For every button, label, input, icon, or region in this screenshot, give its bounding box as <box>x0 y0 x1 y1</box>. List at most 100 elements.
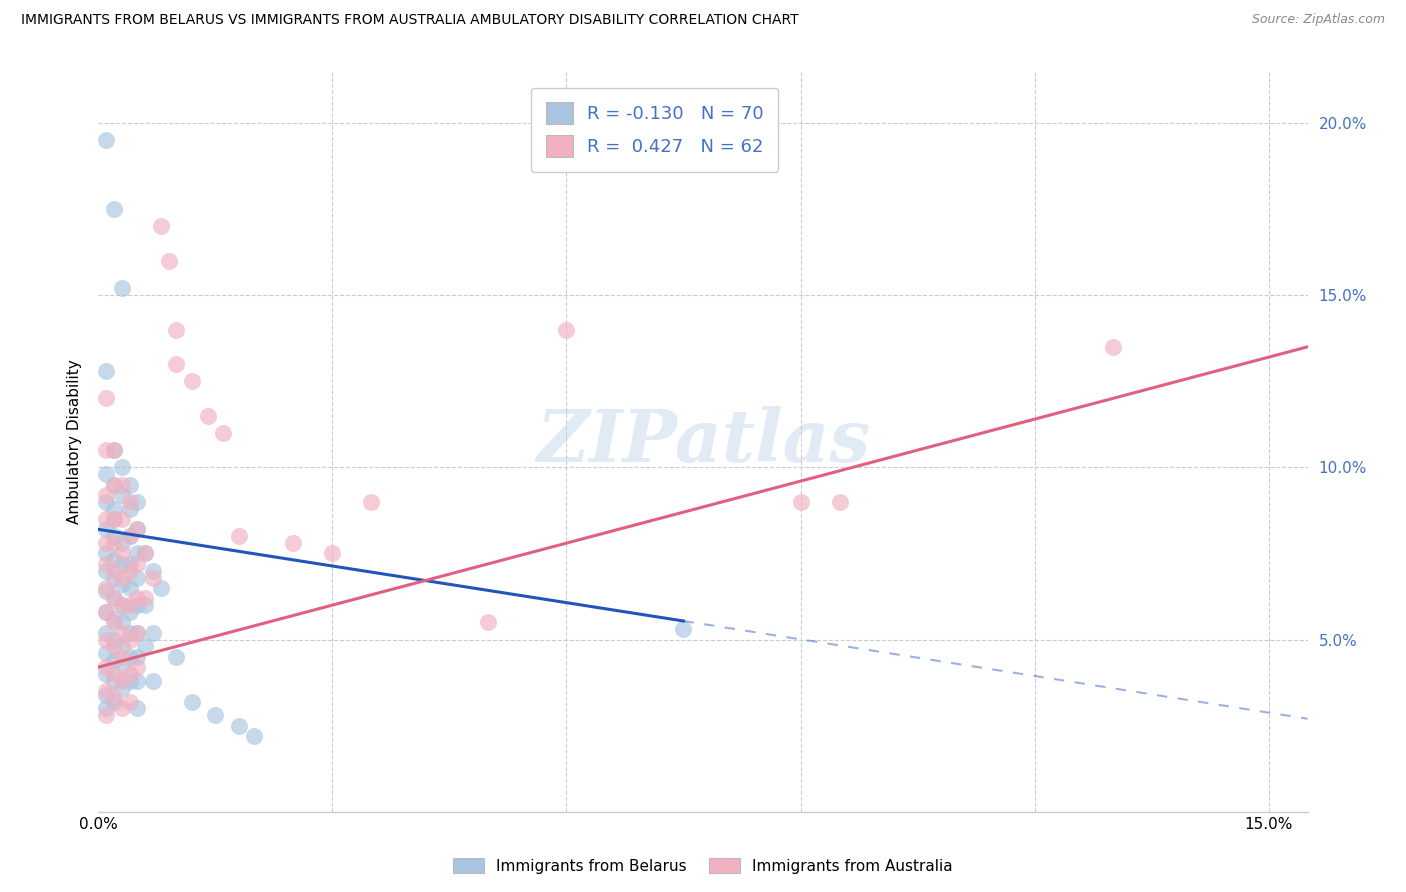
Point <box>127 495 149 509</box>
Point <box>111 598 134 612</box>
Text: Source: ZipAtlas.com: Source: ZipAtlas.com <box>1251 13 1385 27</box>
Point <box>127 649 149 664</box>
Point <box>118 529 141 543</box>
Point <box>96 660 118 674</box>
Point <box>103 615 125 630</box>
Point <box>96 467 118 482</box>
Point <box>96 557 118 571</box>
Point <box>165 357 187 371</box>
Point <box>96 688 118 702</box>
Point <box>103 536 125 550</box>
Point <box>96 584 118 599</box>
Point <box>103 632 125 647</box>
Point <box>103 512 125 526</box>
Point <box>118 581 141 595</box>
Point <box>111 660 134 674</box>
Point <box>111 577 134 591</box>
Point <box>360 495 382 509</box>
Point <box>118 694 141 708</box>
Point <box>165 323 187 337</box>
Point <box>103 570 125 584</box>
Point <box>134 546 156 560</box>
Point <box>127 598 149 612</box>
Point <box>103 501 125 516</box>
Point <box>111 570 134 584</box>
Point <box>96 625 118 640</box>
Point <box>96 133 118 147</box>
Point <box>212 425 235 440</box>
Point <box>111 625 134 640</box>
Point <box>127 570 149 584</box>
Point <box>1101 340 1123 354</box>
Point <box>127 522 149 536</box>
Point <box>103 673 125 688</box>
Point <box>111 681 134 695</box>
Point <box>127 557 149 571</box>
Point <box>197 409 219 423</box>
Point <box>118 667 141 681</box>
Point <box>118 649 141 664</box>
Point <box>96 443 118 458</box>
Point <box>96 392 118 406</box>
Point <box>134 591 156 606</box>
Point <box>111 512 134 526</box>
Point <box>96 488 118 502</box>
Point <box>118 501 141 516</box>
Point <box>96 605 118 619</box>
Point <box>118 564 141 578</box>
Point <box>111 477 134 491</box>
Point <box>111 536 134 550</box>
Point <box>103 612 125 626</box>
Point <box>243 729 266 743</box>
Point <box>127 546 149 560</box>
Point <box>103 477 125 491</box>
Point <box>111 557 134 571</box>
Y-axis label: Ambulatory Disability: Ambulatory Disability <box>67 359 83 524</box>
Legend: Immigrants from Belarus, Immigrants from Australia: Immigrants from Belarus, Immigrants from… <box>447 852 959 880</box>
Point <box>111 488 134 502</box>
Point <box>103 667 125 681</box>
Point <box>204 708 226 723</box>
Point <box>118 477 141 491</box>
Point <box>103 640 125 654</box>
Point <box>127 625 149 640</box>
Point <box>118 557 141 571</box>
Point <box>103 591 125 606</box>
Point <box>103 694 125 708</box>
Point <box>157 253 180 268</box>
Point <box>228 718 250 732</box>
Point <box>111 281 134 295</box>
Point <box>165 649 187 664</box>
Text: IMMIGRANTS FROM BELARUS VS IMMIGRANTS FROM AUSTRALIA AMBULATORY DISABILITY CORRE: IMMIGRANTS FROM BELARUS VS IMMIGRANTS FR… <box>21 13 799 28</box>
Point <box>142 625 165 640</box>
Point <box>96 581 118 595</box>
Point <box>127 660 149 674</box>
Point <box>283 536 305 550</box>
Point <box>96 495 118 509</box>
Point <box>828 495 851 509</box>
Point <box>111 460 134 475</box>
Point <box>118 673 141 688</box>
Point <box>127 591 149 606</box>
Point <box>111 649 134 664</box>
Point <box>127 522 149 536</box>
Point <box>149 219 172 234</box>
Point <box>103 564 125 578</box>
Point <box>103 653 125 667</box>
Point <box>789 495 811 509</box>
Point <box>103 691 125 706</box>
Point <box>142 564 165 578</box>
Point <box>96 701 118 715</box>
Point <box>103 443 125 458</box>
Point <box>111 640 134 654</box>
Point <box>228 529 250 543</box>
Point <box>96 684 118 698</box>
Point <box>118 495 141 509</box>
Point <box>127 673 149 688</box>
Point <box>142 570 165 584</box>
Point <box>103 529 125 543</box>
Point <box>96 364 118 378</box>
Point <box>111 615 134 630</box>
Point <box>96 605 118 619</box>
Point <box>477 615 499 630</box>
